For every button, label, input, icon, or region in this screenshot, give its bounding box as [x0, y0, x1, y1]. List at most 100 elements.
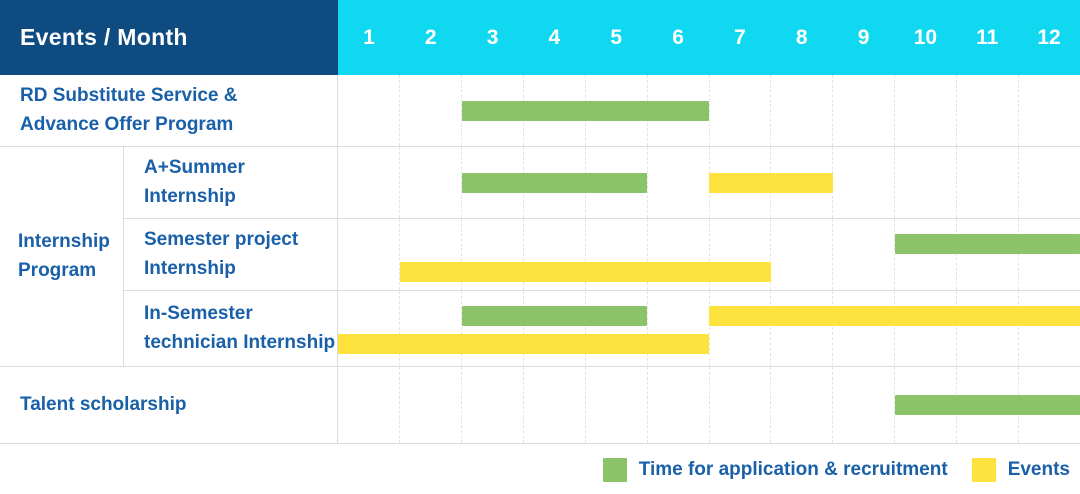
gantt-lane-semester-project — [338, 219, 1080, 290]
month-grid-cell — [648, 147, 710, 218]
gantt-bar-events — [709, 172, 833, 193]
month-grid-cell — [957, 147, 1020, 218]
month-gridlines — [338, 219, 1080, 290]
month-grid-cell — [586, 291, 648, 366]
month-grid-cell — [895, 75, 958, 146]
month-grid-cell — [338, 367, 400, 443]
month-column-header: 10 — [913, 25, 938, 49]
month-grid-cell — [338, 291, 400, 366]
gantt-bar-application-recruitment — [894, 395, 1080, 415]
row-label-in-semester: In-Semester technician Internship — [124, 291, 338, 366]
month-grid-cell — [710, 367, 772, 443]
legend-swatch-icon — [602, 458, 627, 482]
month-column-header: 11 — [976, 25, 999, 49]
month-column-header: 4 — [548, 25, 561, 49]
month-grid-cell — [400, 147, 462, 218]
month-grid-cell — [710, 291, 772, 366]
row-label-a-plus-summer: A+Summer Internship — [124, 147, 338, 218]
month-grid-cell — [648, 219, 710, 290]
table-row: Semester project Internship — [124, 219, 1080, 291]
month-grid-cell — [771, 291, 834, 366]
gantt-bar-events — [709, 306, 1080, 326]
gantt-bar-application-recruitment — [461, 100, 709, 121]
internship-program-rows: A+Summer Internship Semester project Int… — [124, 147, 1080, 366]
legend-item: Time for application & recruitment — [602, 458, 948, 482]
month-grid-cell — [771, 147, 834, 218]
month-grid-cell — [462, 291, 524, 366]
month-grid-cell — [1019, 291, 1080, 366]
table-row: A+Summer Internship — [124, 147, 1080, 219]
legend-swatch-icon — [971, 458, 996, 482]
month-grid-cell — [338, 147, 400, 218]
legend-label: Events — [1007, 459, 1070, 480]
gantt-lane-rd-substitute — [338, 75, 1080, 146]
month-column-header: 6 — [672, 25, 684, 49]
month-grid-cell — [957, 291, 1020, 366]
month-grid-cell — [895, 219, 958, 290]
month-grid-cell — [400, 367, 462, 443]
legend-item: Events — [971, 458, 1070, 482]
month-grid-cell — [462, 367, 524, 443]
month-grid-cell — [833, 367, 896, 443]
events-month-header-cell: Events / Month — [0, 0, 338, 75]
month-column-header: 8 — [795, 25, 808, 49]
row-label-semester-project: Semester project Internship — [124, 219, 338, 290]
month-grid-cell — [400, 291, 462, 366]
month-column-header: 7 — [734, 25, 746, 49]
gantt-bar-application-recruitment — [461, 172, 648, 193]
month-grid-cell — [524, 291, 586, 366]
month-grid-cell — [400, 75, 462, 146]
legend: Time for application & recruitment Events — [0, 444, 1080, 494]
month-grid-cell — [771, 75, 834, 146]
month-grid-cell — [524, 367, 586, 443]
month-grid-cell — [895, 147, 958, 218]
month-column-header: 12 — [1037, 25, 1061, 49]
table-row: In-Semester technician Internship — [124, 291, 1080, 366]
month-gridlines — [338, 291, 1080, 366]
month-grid-cell — [833, 291, 896, 366]
internship-program-section: Internship Program A+Summer Internship S… — [0, 147, 1080, 367]
month-grid-cell — [957, 75, 1020, 146]
month-grid-cell — [400, 219, 462, 290]
row-label-talent-scholarship: Talent scholarship — [0, 367, 338, 443]
month-grid-cell — [771, 219, 834, 290]
month-grid-cell — [586, 367, 648, 443]
gantt-bar-application-recruitment — [461, 306, 648, 326]
month-grid-cell — [648, 367, 710, 443]
month-column-header: 5 — [610, 25, 623, 49]
month-grid-cell — [957, 219, 1020, 290]
month-grid-cell — [648, 75, 710, 146]
month-column-header: 3 — [486, 25, 499, 49]
gantt-lane-in-semester — [338, 291, 1080, 366]
month-grid-cell — [895, 291, 958, 366]
table-row: RD Substitute Service & Advance Offer Pr… — [0, 75, 1080, 147]
month-grid-cell — [833, 75, 896, 146]
gantt-bar-application-recruitment — [894, 234, 1080, 254]
month-header-strip: 1 2 3 4 5 6 7 8 9 10 11 12 — [338, 0, 1080, 75]
gantt-bar-events — [399, 262, 771, 282]
row-label-rd-substitute: RD Substitute Service & Advance Offer Pr… — [0, 75, 338, 146]
month-grid-cell — [771, 367, 834, 443]
month-grid-cell — [338, 75, 400, 146]
month-grid-cell — [710, 75, 772, 146]
table-header-row: Events / Month 1 2 3 4 5 6 7 8 9 10 11 12 — [0, 0, 1080, 75]
month-grid-cell — [586, 219, 648, 290]
table-row: Talent scholarship — [0, 367, 1080, 443]
month-grid-cell — [524, 219, 586, 290]
month-grid-cell — [1019, 219, 1080, 290]
month-gridlines — [338, 75, 1080, 146]
legend-label: Time for application & recruitment — [638, 459, 948, 480]
month-grid-cell — [833, 219, 896, 290]
month-grid-cell — [1019, 147, 1080, 218]
month-grid-cell — [1019, 75, 1080, 146]
month-column-header: 1 — [363, 25, 375, 49]
gantt-bar-events — [338, 334, 709, 354]
month-grid-cell — [586, 147, 648, 218]
group-label-internship-program: Internship Program — [0, 147, 124, 366]
month-grid-cell — [710, 219, 772, 290]
month-grid-cell — [462, 219, 524, 290]
schedule-table: Events / Month 1 2 3 4 5 6 7 8 9 10 11 12 RD Substi… — [0, 0, 1080, 444]
month-grid-cell — [648, 291, 710, 366]
month-column-header: 9 — [857, 25, 870, 49]
